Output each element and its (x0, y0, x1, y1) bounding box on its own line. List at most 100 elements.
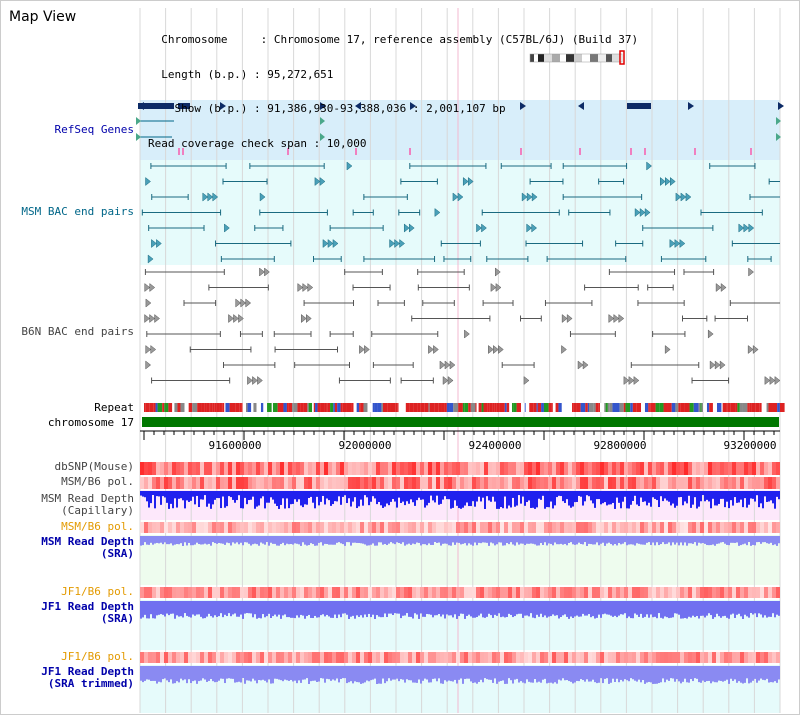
msm-capillary-depth-bar (224, 491, 226, 508)
msm-b6-pol-sra-cell (524, 522, 528, 533)
msm-sra-depth-bar (774, 536, 776, 545)
jf1-b6-pol-cell (480, 587, 484, 598)
jf1-trimmed-depth-bar (422, 666, 424, 681)
repeat-element (513, 403, 517, 412)
track-label-msm-read-depth-sra[interactable]: MSM Read Depth (SRA) (41, 535, 134, 560)
msm-bac-arrow (644, 207, 651, 218)
msm-capillary-depth-bar (334, 491, 336, 502)
track-label-msm-b6-pol[interactable]: MSM/B6 pol. (61, 475, 134, 488)
msm-capillary-depth-bar (526, 491, 528, 503)
jf1-trimmed-depth-bar (628, 666, 630, 682)
jf1-trimmed-depth-bar (670, 666, 672, 679)
msm-capillary-depth-bar (680, 491, 682, 498)
repeat-element (481, 403, 484, 412)
msm-b6-pol-cell (412, 477, 416, 489)
b6n-bac-arrow (747, 344, 754, 355)
track-label-msm-b6-pol-sra[interactable]: MSM/B6 pol. (61, 520, 134, 533)
msm-sra-depth-bar (634, 536, 636, 546)
jf1-trimmed-depth-bar (510, 666, 512, 681)
jf1-b6-pol-trim-cell (156, 652, 160, 663)
dbsnp-cell (160, 462, 164, 475)
msm-capillary-depth-bar (698, 491, 700, 507)
track-label-msm-read-depth-capillary[interactable]: MSM Read Depth (Capillary) (41, 492, 134, 517)
msm-sra-depth-bar (756, 536, 758, 543)
jf1-sra-depth-bar (362, 601, 364, 618)
msm-b6-pol-cell (328, 477, 332, 489)
repeat-element (337, 403, 341, 412)
msm-capillary-depth-bar (762, 491, 764, 509)
msm-sra-depth-bar (306, 536, 308, 546)
dbsnp-cell (296, 462, 300, 475)
dbsnp-cell (364, 462, 368, 475)
repeat-element (180, 403, 185, 412)
msm-sra-depth-bar (378, 536, 380, 543)
jf1-trimmed-depth-bar (564, 666, 566, 681)
msm-b6-pol-cell (520, 477, 524, 489)
msm-capillary-depth-bar (452, 491, 454, 508)
jf1-trimmed-depth-bar (418, 666, 420, 680)
jf1-trimmed-depth-bar (738, 666, 740, 682)
track-label-jf1-b6-pol-trim[interactable]: JF1/B6 pol. (61, 650, 134, 663)
gene-arrow (410, 102, 416, 110)
msm-capillary-depth-bar (702, 491, 704, 496)
jf1-b6-pol-trim-cell (296, 652, 300, 663)
msm-sra-depth-bar (654, 536, 656, 546)
jf1-b6-pol-cell (520, 587, 524, 598)
jf1-b6-pol-cell (276, 587, 280, 598)
msm-sra-depth-bar (342, 536, 344, 545)
gene-arrow (220, 102, 226, 110)
track-label-jf1-read-depth-sra[interactable]: JF1 Read Depth (SRA) (41, 600, 134, 625)
msm-b6-pol-cell (160, 477, 164, 489)
jf1-sra-depth-bar (446, 601, 448, 615)
msm-capillary-depth-bar (240, 491, 242, 509)
msm-sra-depth-bar (404, 536, 406, 546)
msm-capillary-depth-bar (570, 491, 572, 508)
msm-b6-pol-cell (292, 477, 296, 489)
msm-capillary-depth-bar (342, 491, 344, 497)
msm-sra-depth-bar (428, 536, 430, 544)
jf1-trimmed-depth-bar (324, 666, 326, 683)
jf1-trimmed-depth-bar (428, 666, 430, 683)
msm-sra-depth-bar (746, 536, 748, 546)
msm-bac-arrow (452, 192, 459, 202)
track-label-msm-bac[interactable]: MSM BAC end pairs (21, 205, 134, 218)
jf1-b6-pol-trim-cell (328, 652, 332, 663)
repeat-element (648, 403, 650, 412)
track-label-refseq[interactable]: RefSeq Genes (54, 123, 134, 136)
repeat-element (470, 403, 476, 412)
b6n-bac-arrow (752, 344, 759, 355)
jf1-b6-pol-trim-cell (484, 652, 488, 663)
jf1-sra-depth-bar (558, 601, 560, 619)
repeat-element (420, 403, 425, 412)
b6n-bac-arrow (561, 344, 567, 355)
repeat-element (598, 403, 600, 412)
dbsnp-cell (640, 462, 644, 475)
msm-capillary-depth-bar (706, 491, 708, 500)
track-label-b6n-bac[interactable]: B6N BAC end pairs (21, 325, 134, 338)
msm-capillary-depth-bar (244, 491, 246, 498)
msm-capillary-depth-bar (614, 491, 616, 509)
msm-b6-pol-cell (212, 477, 216, 489)
jf1-b6-pol-trim-cell (432, 652, 436, 663)
msm-b6-pol-cell (260, 477, 264, 489)
jf1-sra-depth-bar (620, 601, 622, 615)
track-label-repeat[interactable]: Repeat (94, 401, 134, 414)
jf1-trimmed-depth-bar (454, 666, 456, 680)
jf1-trimmed-depth-bar (172, 666, 174, 684)
track-label-jf1-b6-pol[interactable]: JF1/B6 pol. (61, 585, 134, 598)
msm-sra-depth-bar (514, 536, 516, 546)
jf1-b6-pol-cell (640, 587, 644, 598)
repeat-element (751, 403, 756, 412)
msm-b6-pol-cell (524, 477, 528, 489)
jf1-b6-pol-trim-cell (368, 652, 372, 663)
track-label-jf1-read-depth-trimmed[interactable]: JF1 Read Depth (SRA trimmed) (41, 665, 134, 690)
jf1-trimmed-depth-bar (762, 666, 764, 680)
jf1-sra-depth-bar (202, 601, 204, 619)
msm-sra-depth-bar (254, 536, 256, 544)
repeat-element (475, 403, 477, 412)
msm-capillary-depth-bar (688, 491, 690, 496)
repeat-element (235, 403, 240, 412)
track-label-dbsnp[interactable]: dbSNP(Mouse) (54, 460, 134, 473)
repeat-element (204, 403, 207, 412)
